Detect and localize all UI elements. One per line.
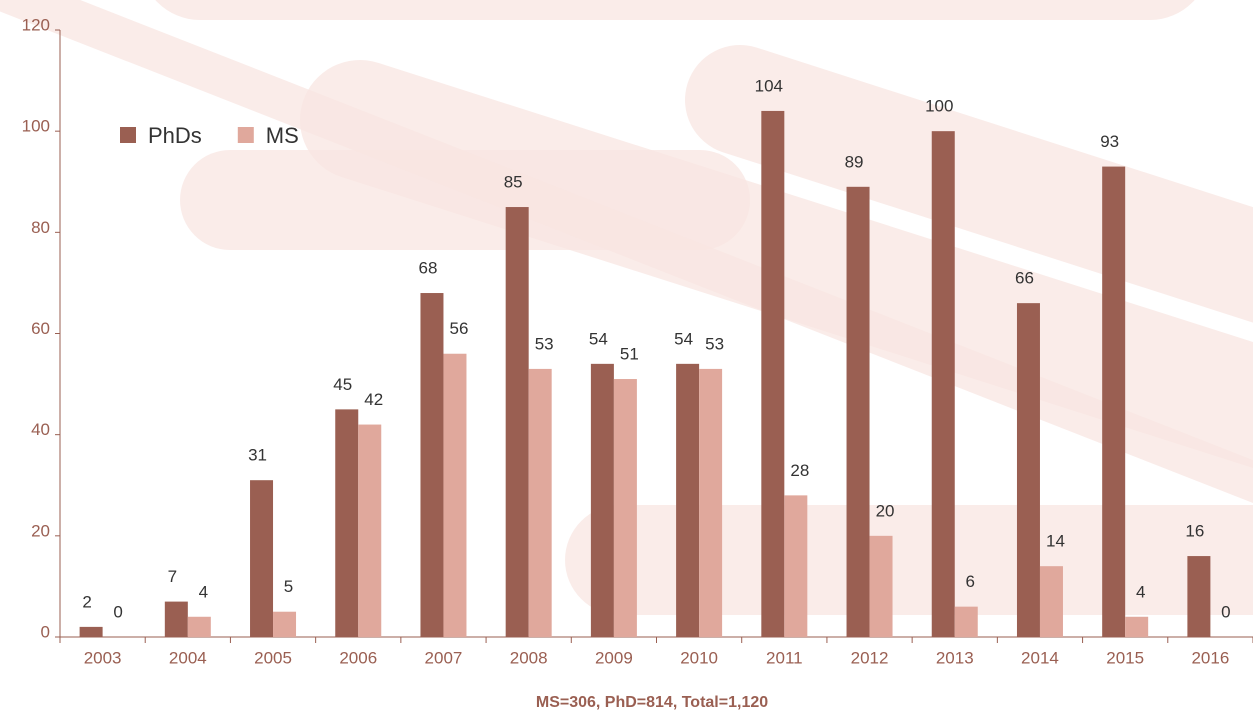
- value-label: 93: [1100, 132, 1119, 151]
- value-label: 89: [845, 152, 864, 171]
- x-tick-label: 2007: [425, 648, 463, 667]
- x-tick-label: 2016: [1191, 648, 1229, 667]
- bar: [528, 368, 552, 637]
- x-tick-label: 2009: [595, 648, 633, 667]
- value-label: 104: [755, 76, 783, 95]
- value-label: 31: [248, 446, 267, 465]
- x-tick-label: 2015: [1106, 648, 1144, 667]
- bar: [79, 626, 103, 637]
- x-tick-label: 2006: [339, 648, 377, 667]
- value-label: 0: [113, 602, 122, 621]
- bar: [1016, 303, 1040, 637]
- bar: [1102, 166, 1126, 637]
- legend-label: PhDs: [148, 123, 202, 148]
- bar: [676, 363, 700, 637]
- value-label: 7: [168, 567, 177, 586]
- value-label: 14: [1046, 532, 1065, 551]
- bar: [164, 601, 188, 637]
- x-tick-label: 2008: [510, 648, 548, 667]
- bar: [846, 186, 870, 637]
- value-label: 16: [1185, 522, 1204, 541]
- bar: [420, 293, 444, 637]
- value-label: 66: [1015, 269, 1034, 288]
- bar: [273, 611, 297, 637]
- x-tick-label: 2003: [84, 648, 122, 667]
- y-tick-label: 40: [31, 420, 50, 439]
- value-label: 5: [284, 577, 293, 596]
- x-tick-label: 2004: [169, 648, 207, 667]
- legend-label: MS: [266, 123, 299, 148]
- x-tick-label: 2014: [1021, 648, 1059, 667]
- y-tick-label: 60: [31, 319, 50, 338]
- bar: [505, 207, 529, 637]
- bar: [954, 606, 978, 637]
- bar: [1187, 556, 1211, 637]
- value-label: 4: [199, 582, 208, 601]
- y-tick-label: 0: [41, 622, 50, 641]
- y-tick-label: 100: [22, 117, 50, 136]
- value-label: 0: [1221, 602, 1230, 621]
- value-label: 4: [1136, 582, 1145, 601]
- value-label: 42: [364, 390, 383, 409]
- y-tick-label: 80: [31, 218, 50, 237]
- bar: [187, 616, 211, 637]
- value-label: 51: [620, 345, 639, 364]
- bar: [250, 480, 274, 637]
- value-label: 53: [705, 334, 724, 353]
- bar: [443, 353, 467, 637]
- value-label: 54: [589, 329, 608, 348]
- bar: [590, 363, 614, 637]
- bar: [613, 379, 637, 637]
- chart-subtitle: MS=306, PhD=814, Total=1,120: [536, 694, 768, 711]
- bar: [784, 495, 808, 637]
- value-label: 85: [504, 173, 523, 192]
- bar: [335, 409, 359, 637]
- bar: [931, 131, 955, 637]
- y-tick-label: 120: [22, 15, 50, 34]
- value-label: 28: [790, 461, 809, 480]
- plot-area: 0204060801001202003202004742005315200645…: [22, 15, 1253, 667]
- bar: [869, 535, 893, 637]
- value-label: 45: [333, 375, 352, 394]
- value-label: 6: [966, 572, 975, 591]
- value-label: 56: [450, 319, 469, 338]
- value-label: 53: [535, 334, 554, 353]
- legend-swatch: [120, 127, 136, 143]
- value-label: 54: [674, 329, 693, 348]
- x-tick-label: 2013: [936, 648, 974, 667]
- background-decoration: [0, 0, 1253, 615]
- bar: [358, 424, 382, 637]
- y-tick-label: 20: [31, 521, 50, 540]
- value-label: 68: [419, 259, 438, 278]
- bar: [1039, 566, 1063, 637]
- x-tick-label: 2012: [851, 648, 889, 667]
- legend-swatch: [237, 127, 254, 143]
- bar: [761, 110, 785, 637]
- value-label: 20: [876, 501, 895, 520]
- x-tick-label: 2005: [254, 648, 292, 667]
- x-tick-label: 2011: [766, 648, 803, 667]
- bar: [1125, 616, 1149, 637]
- bar: [699, 368, 723, 637]
- value-label: 2: [82, 592, 91, 611]
- x-tick-label: 2010: [680, 648, 718, 667]
- value-label: 100: [925, 97, 953, 116]
